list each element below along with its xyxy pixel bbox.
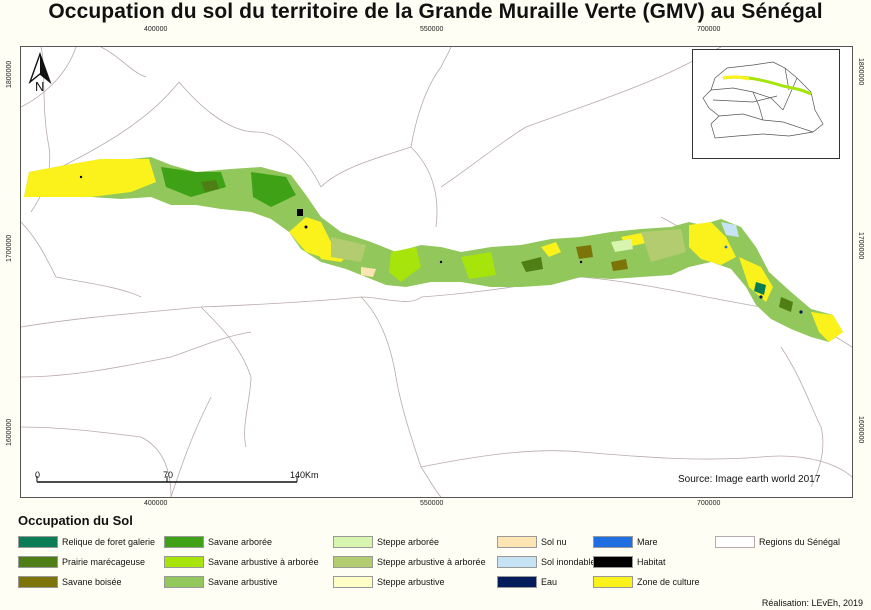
cover-patches <box>161 167 793 312</box>
y-tick-right: 1600000 <box>857 416 864 444</box>
x-tick-bottom: 700000 <box>697 500 721 507</box>
legend-item: Savane arborée <box>164 536 272 548</box>
legend-swatch <box>164 556 204 568</box>
source-text: Source: Image earth world 2017 <box>678 474 821 485</box>
map-title: Occupation du sol du territoire de la Gr… <box>48 0 823 23</box>
y-tick-left: 1800000 <box>6 60 13 88</box>
legend-label: Steppe arbustive à arborée <box>377 557 486 567</box>
legend-label: Relique de foret galerie <box>62 537 156 547</box>
legend-swatch <box>593 556 633 568</box>
legend-label: Zone de culture <box>637 577 700 587</box>
credit-text: Réalisation: LEvEh, 2019 <box>761 598 863 608</box>
y-tick-right: 1700000 <box>857 232 864 260</box>
legend-swatch <box>497 576 537 588</box>
legend-item: Relique de foret galerie <box>18 536 155 548</box>
legend-swatch <box>333 536 373 548</box>
legend-swatch <box>715 536 755 548</box>
gmv-band <box>24 157 843 342</box>
legend-label: Savane arborée <box>208 537 273 547</box>
legend-swatch <box>18 576 58 588</box>
legend-label: Regions du Sénégal <box>759 537 841 547</box>
north-arrow-icon <box>28 52 52 85</box>
legend-label: Steppe arbustive <box>377 577 445 587</box>
legend-swatch <box>164 536 204 548</box>
legend-swatch <box>164 576 204 588</box>
inset-map <box>692 49 840 159</box>
scale-label-0: 0 <box>35 470 41 480</box>
legend-label: Habitat <box>637 557 666 567</box>
legend-item: Steppe arbustive <box>333 576 445 588</box>
legend-title: Occupation du Sol <box>18 513 133 528</box>
x-tick-top: 550000 <box>420 26 444 33</box>
x-tick-bottom: 400000 <box>144 500 168 507</box>
legend-item: Mare <box>593 536 658 548</box>
legend-item: Prairie marécageuse <box>18 556 145 568</box>
legend-item: Savane arbustive <box>164 576 278 588</box>
x-tick-bottom: 550000 <box>420 500 444 507</box>
legend-item: Savane boisée <box>18 576 122 588</box>
legend-swatch <box>497 536 537 548</box>
legend-swatch <box>593 576 633 588</box>
legend-label: Savane arbustive <box>208 577 278 587</box>
x-tick-top: 400000 <box>144 26 168 33</box>
legend-swatch <box>18 556 58 568</box>
legend-item: Sol nu <box>497 536 567 548</box>
legend-swatch <box>593 536 633 548</box>
legend-item: Regions du Sénégal <box>715 536 840 548</box>
culture-zones <box>24 159 843 342</box>
y-tick-left: 1600000 <box>6 418 13 446</box>
north-label: N <box>35 79 45 94</box>
legend-label: Sol nu <box>541 537 567 547</box>
scale-label-70: 70 <box>163 470 174 480</box>
legend-item: Eau <box>497 576 557 588</box>
legend-item: Savane arbustive à arborée <box>164 556 319 568</box>
legend-item: Sol inondable <box>497 556 596 568</box>
legend-label: Sol inondable <box>541 557 596 567</box>
land-cover-map <box>21 47 852 497</box>
legend-swatch <box>333 576 373 588</box>
x-tick-top: 700000 <box>697 26 721 33</box>
legend-item: Steppe arbustive à arborée <box>333 556 486 568</box>
legend-swatch <box>18 536 58 548</box>
legend-label: Mare <box>637 537 658 547</box>
legend-label: Steppe arborée <box>377 537 440 547</box>
y-tick-left: 1700000 <box>6 234 13 262</box>
y-tick-right: 1800000 <box>857 58 864 86</box>
legend-swatch <box>497 556 537 568</box>
legend-label: Savane arbustive à arborée <box>208 557 319 567</box>
habitat-points <box>79 175 803 314</box>
legend-label: Prairie marécageuse <box>62 557 146 567</box>
legend-swatch <box>333 556 373 568</box>
legend-label: Eau <box>541 577 558 587</box>
scale-label-140: 140 <box>290 470 306 480</box>
scale-unit: Km <box>305 470 319 480</box>
legend-label: Savane boisée <box>62 577 122 587</box>
legend-item: Habitat <box>593 556 666 568</box>
legend-item: Zone de culture <box>593 576 700 588</box>
legend-item: Steppe arborée <box>333 536 439 548</box>
